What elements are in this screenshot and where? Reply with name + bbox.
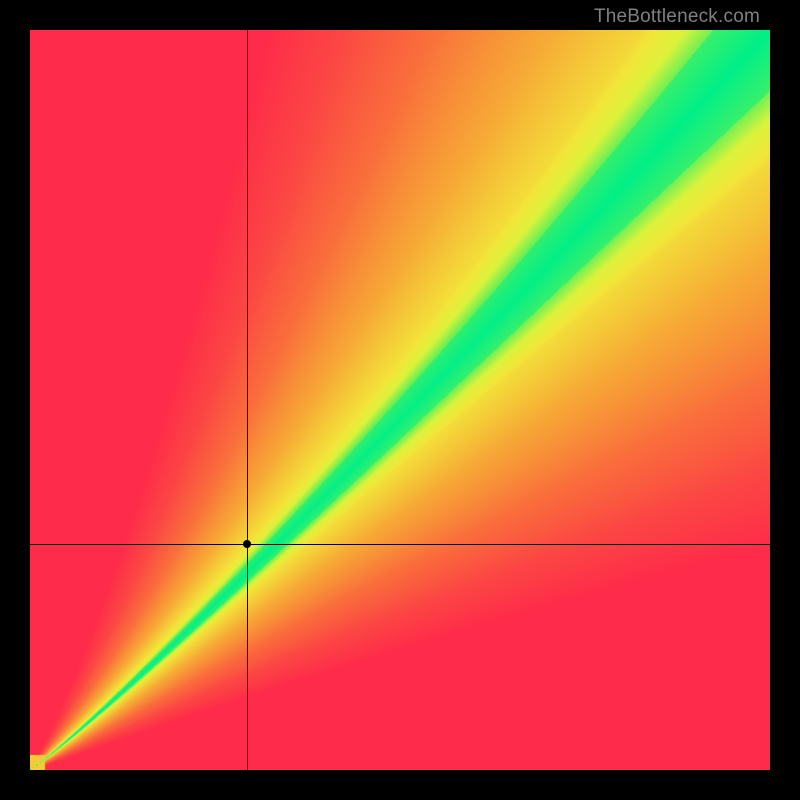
- watermark-text: TheBottleneck.com: [594, 6, 760, 28]
- crosshair-horizontal: [30, 544, 770, 545]
- heatmap-canvas: [30, 30, 770, 770]
- crosshair-vertical: [247, 30, 248, 770]
- data-point-marker: [243, 540, 251, 548]
- heatmap-plot-area: [30, 30, 770, 770]
